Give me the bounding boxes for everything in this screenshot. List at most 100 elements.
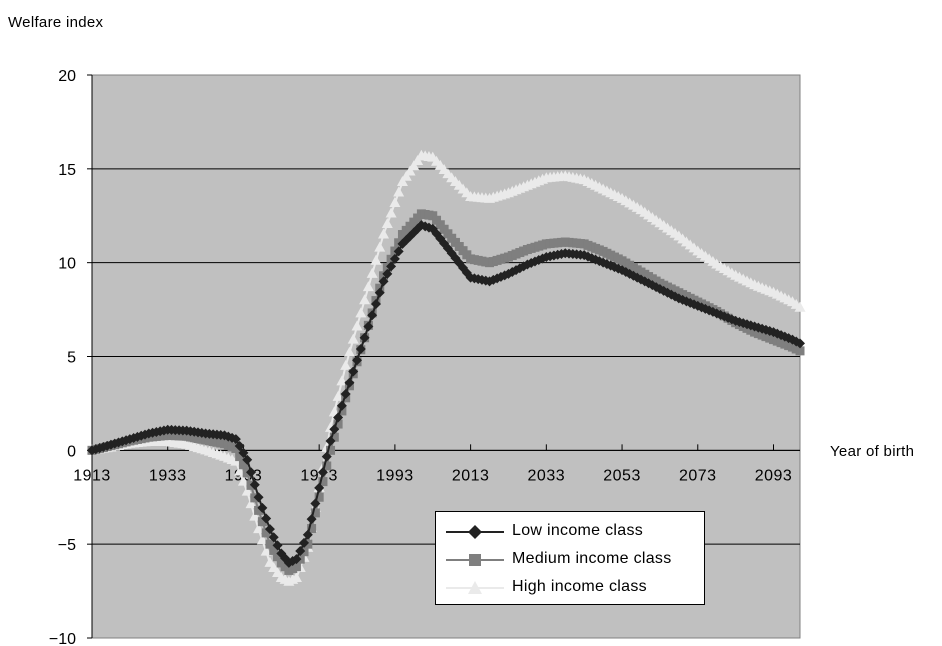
y-axis-title: Welfare index — [8, 14, 104, 31]
point-low-1967 — [291, 554, 302, 565]
legend-label-low: Low income class — [512, 522, 644, 539]
legend-label-medium: Medium income class — [512, 550, 672, 567]
point-low-1961 — [268, 532, 279, 543]
y-tick-label-1: −5 — [58, 537, 76, 554]
point-high-1955 — [245, 498, 257, 509]
point-high-1999 — [412, 154, 424, 165]
point-medium-1958 — [257, 517, 267, 527]
point-high-1952 — [234, 465, 246, 476]
point-high-1953 — [237, 475, 249, 486]
point-low-1992 — [386, 261, 397, 272]
point-low-1993 — [389, 253, 400, 264]
x-tick-label-5: 2013 — [452, 467, 490, 484]
y-tick-label-6: 20 — [58, 68, 76, 85]
point-low-1969 — [299, 537, 310, 548]
point-medium-1952 — [235, 452, 245, 462]
point-high-1992 — [385, 207, 397, 218]
point-medium-2005 — [435, 220, 445, 230]
point-medium-1957 — [254, 505, 264, 515]
point-medium-1967 — [291, 562, 301, 572]
point-medium-1978 — [333, 419, 343, 429]
point-low-1984 — [355, 343, 366, 354]
point-medium-1970 — [303, 539, 313, 549]
point-low-1978 — [333, 412, 344, 423]
point-medium-1960 — [265, 539, 275, 549]
point-low-1987 — [367, 310, 378, 321]
legend-item-high: High income class — [442, 576, 704, 600]
point-low-1974 — [317, 467, 328, 478]
point-high-1984 — [355, 307, 367, 318]
point-medium-2006 — [439, 224, 449, 234]
point-low-1959 — [261, 513, 272, 524]
x-tick-label-0: 1913 — [73, 467, 111, 484]
point-low-1960 — [264, 524, 275, 535]
point-medium-1990 — [379, 271, 389, 281]
point-high-1990 — [378, 228, 390, 239]
point-medium-2007 — [443, 229, 453, 239]
y-tick-label-5: 15 — [58, 162, 76, 179]
x-axis-title: Year of birth — [830, 443, 915, 460]
point-low-1988 — [370, 298, 381, 309]
point-medium-2004 — [432, 215, 442, 225]
point-high-1987 — [366, 267, 378, 278]
point-high-1985 — [359, 294, 371, 305]
point-low-1990 — [378, 276, 389, 287]
point-medium-1971 — [307, 524, 317, 534]
point-medium-1975 — [322, 461, 332, 471]
point-low-1973 — [314, 482, 325, 493]
point-high-1982 — [347, 333, 359, 344]
point-high-1959 — [260, 545, 272, 556]
point-high-1983 — [351, 320, 363, 331]
point-low-1954 — [242, 454, 253, 465]
point-high-1981 — [343, 346, 355, 357]
point-low-1953 — [238, 447, 249, 458]
legend-swatch-high — [446, 581, 504, 594]
point-high-1986 — [362, 281, 374, 292]
point-low-2100 — [795, 338, 805, 349]
x-tick-label-4: 1993 — [376, 467, 414, 484]
point-medium-1976 — [326, 445, 336, 455]
y-tick-label-2: 0 — [67, 443, 76, 460]
point-medium-1974 — [318, 477, 328, 487]
point-medium-2003 — [428, 211, 438, 221]
point-medium-1972 — [310, 508, 320, 518]
point-medium-1951 — [231, 443, 241, 453]
legend-swatch-medium — [446, 554, 504, 566]
point-high-1954 — [241, 485, 253, 496]
x-tick-label-9: 2093 — [755, 467, 793, 484]
point-high-1993 — [389, 196, 401, 207]
y-tick-label-3: 5 — [67, 350, 76, 367]
point-high-2100 — [794, 301, 806, 312]
point-high-1997 — [404, 165, 416, 176]
point-low-1983 — [352, 355, 363, 366]
point-low-1986 — [363, 321, 374, 332]
chart-legend: Low income class Medium income class Hig… — [435, 511, 705, 605]
point-low-1991 — [382, 268, 393, 279]
legend-swatch-low — [446, 525, 504, 539]
x-tick-label-7: 2053 — [603, 467, 641, 484]
point-low-1982 — [348, 366, 359, 377]
point-medium-2100 — [795, 346, 805, 356]
x-tick-label-6: 2033 — [528, 467, 566, 484]
point-low-1972 — [310, 498, 321, 509]
point-low-1956 — [249, 479, 260, 490]
point-low-1957 — [253, 492, 264, 503]
point-low-1985 — [359, 332, 370, 343]
point-high-1994 — [393, 186, 405, 197]
point-high-1989 — [374, 241, 386, 252]
point-high-1956 — [249, 510, 261, 521]
point-medium-1962 — [273, 552, 283, 562]
point-medium-1953 — [238, 460, 248, 470]
point-low-1979 — [336, 400, 347, 411]
point-low-1975 — [321, 451, 332, 462]
legend-item-medium: Medium income class — [442, 548, 704, 572]
point-medium-1977 — [329, 432, 339, 442]
point-high-1980 — [340, 359, 352, 370]
point-high-1991 — [381, 218, 393, 229]
x-tick-label-8: 2073 — [679, 467, 717, 484]
point-medium-1961 — [269, 545, 279, 555]
point-low-1989 — [374, 287, 385, 298]
legend-item-low: Low income class — [442, 520, 704, 544]
y-tick-label-4: 10 — [58, 256, 76, 273]
point-medium-1959 — [261, 528, 271, 538]
